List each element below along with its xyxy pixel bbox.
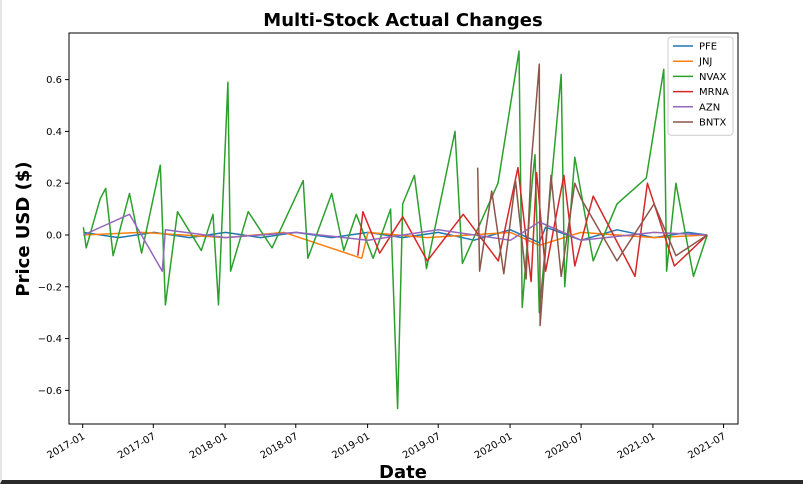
x-tick-label: 2017-07 (116, 431, 158, 461)
legend-label-pfe: PFE (699, 42, 717, 53)
legend-label-azn: AZN (699, 102, 720, 113)
legend-label-bntx: BNTX (699, 118, 726, 129)
y-tick-label: −0.4 (38, 334, 62, 345)
x-tick-label: 2017-01 (45, 431, 87, 461)
legend-label-mrna: MRNA (699, 87, 729, 98)
x-tick-label: 2019-01 (330, 431, 372, 461)
x-tick-label: 2019-07 (401, 431, 443, 461)
chart-title: Multi-Stock Actual Changes (263, 10, 542, 31)
x-tick-label: 2020-01 (473, 431, 515, 461)
x-tick-label: 2018-07 (259, 431, 301, 461)
plot-frame (68, 32, 739, 425)
series-layer (82, 50, 708, 410)
series-line-jnj (83, 231, 708, 260)
y-axis: −0.6 −0.4 −0.2 0.0 0.2 0.4 0.6 (38, 75, 69, 397)
series-line-mrna (357, 166, 708, 283)
series-line-bntx (476, 63, 708, 327)
y-tick-label: 0.2 (46, 179, 62, 190)
x-tick-label: 2021-01 (616, 431, 658, 461)
y-tick-label: −0.2 (38, 282, 62, 293)
y-tick-label: 0.0 (46, 230, 62, 241)
legend: PFE JNJ NVAX MRNA AZN BNTX (667, 36, 734, 136)
x-tick-label: 2020-07 (544, 431, 586, 461)
series-line-azn (83, 213, 708, 272)
x-axis-label: Date (379, 462, 427, 483)
x-tick-label: 2021-07 (686, 431, 728, 461)
legend-label-jnj: JNJ (698, 57, 712, 68)
y-tick-label: 0.4 (46, 127, 62, 138)
y-tick-label: −0.6 (38, 386, 62, 397)
y-tick-label: 0.6 (46, 75, 62, 86)
legend-label-nvax: NVAX (699, 72, 727, 83)
x-axis: 2017-01 2017-07 2018-01 2018-07 2019-01 2019-… (45, 424, 728, 461)
x-tick-label: 2018-01 (188, 431, 230, 461)
y-axis-label: Price USD ($) (13, 161, 34, 296)
